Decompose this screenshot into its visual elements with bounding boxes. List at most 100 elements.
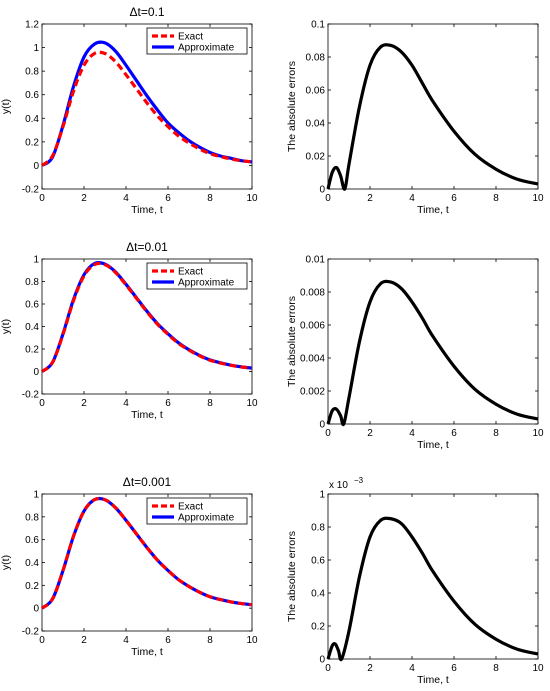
y-tick-label: 0.8 [311, 523, 325, 534]
y-tick-label: -0.2 [22, 185, 40, 196]
y-tick-label: 0.2 [25, 581, 39, 592]
x-tick-label: 8 [207, 193, 213, 204]
x-tick-label: 2 [81, 193, 87, 204]
x-tick-label: 2 [367, 663, 373, 674]
y-tick-label: 0.4 [25, 322, 39, 333]
exact-series-line [40, 496, 253, 610]
y-tick-label: 1 [33, 490, 39, 501]
x-tick-label: 0 [39, 635, 45, 646]
x-tick-label: 0 [325, 428, 331, 439]
plot-frame [327, 258, 539, 425]
y-tick-label: 0.006 [300, 321, 325, 332]
axis-multiplier-exponent: −3 [354, 476, 364, 485]
y-tick-label: 0.4 [25, 114, 39, 125]
y-tick-label: 0.2 [311, 622, 325, 633]
legend-box [146, 497, 248, 525]
y-axis-label: y(t) [0, 555, 12, 570]
x-tick-label: 2 [367, 428, 373, 439]
y-tick-label: 0.6 [25, 535, 39, 546]
y-tick-label: 0.06 [306, 86, 326, 97]
exact-series-line [40, 50, 253, 167]
axis-multiplier: x 10 [329, 480, 348, 491]
x-axis-label: Time, t [131, 409, 163, 421]
x-tick-label: 8 [493, 428, 499, 439]
y-tick-label: 0.4 [311, 589, 325, 600]
exact-series-line [40, 261, 253, 373]
y-tick-label: 0 [33, 604, 39, 615]
y-axis-label: The absolute errors [286, 296, 298, 387]
chart-title: Δt=0.1 [129, 5, 164, 19]
x-tick-label: 6 [165, 398, 171, 409]
y-tick-label: 0 [33, 161, 39, 172]
x-tick-label: 4 [123, 193, 129, 204]
x-axis-label: Time, t [131, 204, 163, 216]
x-tick-label: 10 [246, 193, 258, 204]
y-tick-label: 1 [33, 43, 39, 54]
x-tick-label: 6 [165, 193, 171, 204]
x-tick-label: 8 [207, 398, 213, 409]
y-tick-label: 0 [319, 420, 325, 431]
legend-label: Exact [178, 32, 203, 43]
x-tick-label: 10 [532, 193, 544, 204]
chart-title: Δt=0.01 [126, 240, 168, 254]
y-tick-label: 0.8 [25, 277, 39, 288]
x-tick-label: 4 [409, 428, 415, 439]
x-axis-label: Time, t [417, 204, 449, 216]
x-axis-label: Time, t [417, 674, 449, 686]
legend-label: Exact [178, 267, 203, 278]
plot-frame [327, 493, 539, 660]
y-tick-label: 0.6 [311, 556, 325, 567]
y-axis-label: The absolute errors [286, 531, 298, 622]
plot-frame [41, 23, 253, 190]
y-axis-label: y(t) [0, 99, 12, 114]
y-tick-label: -0.2 [22, 390, 40, 401]
x-tick-label: 2 [367, 193, 373, 204]
x-tick-label: 10 [246, 398, 258, 409]
legend-box [146, 262, 248, 290]
y-tick-label: 1 [319, 490, 325, 501]
chart-panel-1: 0 2 4 6 8 10-0.200.20.40.60.811.2Δt=0.1Time, … [0, 5, 258, 216]
y-tick-label: 0.2 [25, 345, 39, 356]
y-tick-label: 0.008 [300, 288, 325, 299]
plot-frame [327, 23, 539, 190]
y-tick-label: 0.02 [306, 152, 326, 163]
y-tick-label: 0.004 [300, 354, 325, 365]
x-tick-label: 4 [123, 635, 129, 646]
x-axis-label: Time, t [131, 646, 163, 658]
x-tick-label: 8 [493, 663, 499, 674]
x-tick-label: 4 [409, 663, 415, 674]
y-tick-label: 0.04 [306, 119, 326, 130]
y-tick-label: 1.2 [25, 20, 39, 31]
x-tick-label: 10 [532, 428, 544, 439]
x-tick-label: 8 [207, 635, 213, 646]
legend-label: Exact [178, 502, 203, 513]
y-tick-label: 0.6 [25, 300, 39, 311]
y-axis-label: y(t) [0, 319, 12, 334]
y-tick-label: 0.01 [306, 255, 326, 266]
chart-panel-2: 0 2 4 6 8 10 0 0.02 0.04 0.06 0.08 0.1 Time, t The ab… [286, 20, 544, 217]
x-tick-label: 4 [123, 398, 129, 409]
x-tick-label: 6 [451, 193, 457, 204]
legend-label: Approximate [178, 278, 235, 289]
error-series-line [326, 516, 539, 662]
legend-label: Approximate [178, 43, 235, 54]
y-tick-label: 0 [33, 367, 39, 378]
y-tick-label: -0.2 [22, 627, 40, 638]
y-tick-label: 0.8 [25, 512, 39, 523]
y-tick-label: 0.1 [311, 20, 325, 31]
x-tick-label: 8 [493, 193, 499, 204]
error-series-line [326, 43, 539, 191]
x-tick-label: 0 [325, 663, 331, 674]
y-tick-label: 0 [319, 655, 325, 666]
x-tick-label: 6 [165, 635, 171, 646]
y-axis-label: The absolute errors [286, 61, 298, 152]
y-tick-label: 0.2 [25, 137, 39, 148]
y-tick-label: 0.4 [25, 558, 39, 569]
x-tick-label: 10 [532, 663, 544, 674]
y-tick-label: 1 [33, 255, 39, 266]
error-series-line [326, 279, 539, 427]
